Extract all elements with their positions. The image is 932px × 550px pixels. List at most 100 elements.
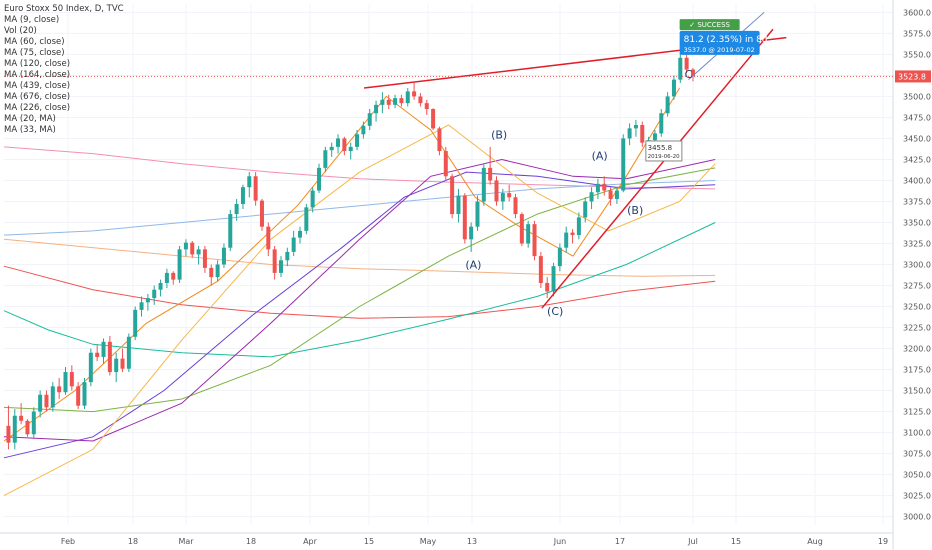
legend-study[interactable]: MA (75, close) — [4, 48, 65, 58]
candle-body — [386, 99, 391, 105]
candle-body — [196, 249, 201, 255]
y-tick-label: 3200.0 — [903, 345, 931, 354]
y-tick-label: 3300.0 — [903, 261, 931, 270]
x-tick-label: Mar — [178, 537, 194, 546]
candle-body — [183, 242, 188, 250]
candle-body — [133, 309, 138, 337]
y-tick-label: 3500.0 — [903, 92, 931, 101]
y-tick-label: 3600.0 — [903, 8, 931, 17]
candle-body — [310, 190, 315, 208]
candle-body — [633, 125, 638, 129]
candle-body — [323, 150, 328, 168]
candle-body — [665, 96, 670, 114]
candle-body — [278, 260, 283, 273]
candle-body — [57, 386, 62, 393]
y-tick-label: 3275.0 — [903, 282, 931, 291]
x-tick-label: Jul — [687, 537, 698, 546]
legend-study[interactable]: MA (676, close) — [4, 92, 71, 102]
candle-body — [152, 289, 157, 299]
x-tick-label: Aug — [807, 537, 823, 546]
candle-body — [291, 237, 296, 252]
candle-body — [462, 195, 467, 240]
entry-box — [645, 140, 683, 162]
wave-label: (B) — [627, 204, 643, 217]
candle-body — [412, 91, 417, 97]
wave-label: (A) — [592, 149, 608, 162]
x-tick-label: 18 — [128, 537, 138, 546]
candle-body — [145, 298, 150, 303]
wave-label: (B) — [491, 128, 507, 141]
candle-body — [513, 197, 518, 215]
candle-body — [317, 167, 322, 191]
candle-body — [621, 138, 626, 191]
candle-body — [627, 128, 632, 139]
x-tick-label: 13 — [467, 537, 477, 546]
legend-study[interactable]: MA (439, close) — [4, 81, 71, 91]
candle-body — [475, 201, 480, 227]
legend-study[interactable]: MA (33, MA) — [4, 125, 56, 135]
result-target: 3537.0 @ 2019-07-02 — [684, 46, 755, 54]
last-price-tag — [895, 70, 931, 83]
y-tick-label: 3125.0 — [903, 408, 931, 417]
x-tick-label: 19 — [878, 537, 888, 546]
candle-body — [298, 230, 303, 238]
legend-study[interactable]: MA (60, close) — [4, 37, 65, 47]
y-tick-label: 3050.0 — [903, 471, 931, 480]
x-tick-label: Apr — [303, 537, 318, 546]
candle-body — [209, 267, 214, 278]
entry-price: 3455.8 — [648, 144, 673, 152]
candle-body — [551, 266, 556, 292]
candle-body — [76, 386, 81, 406]
y-tick-label: 3350.0 — [903, 218, 931, 227]
candle-body — [602, 183, 607, 191]
candle-body — [488, 167, 493, 181]
legend-study[interactable]: MA (164, close) — [4, 70, 71, 80]
y-tick-label: 3400.0 — [903, 176, 931, 185]
legend-study[interactable]: MA (120, close) — [4, 59, 71, 69]
legend-study[interactable]: MA (9, close) — [4, 15, 60, 25]
candle-body — [50, 386, 55, 408]
candle-body — [431, 109, 436, 129]
last-price-value: 3523.8 — [898, 72, 926, 81]
candle-body — [259, 200, 264, 227]
candle-body — [507, 193, 512, 198]
moving-average-line — [3, 167, 716, 413]
candle-body — [659, 113, 664, 134]
candle-body — [405, 91, 410, 104]
x-tick-label: 17 — [615, 537, 625, 546]
legend-study[interactable]: MA (20, MA) — [4, 114, 56, 124]
candle-body — [557, 247, 562, 267]
candle-body — [171, 272, 176, 280]
candle-body — [355, 134, 360, 147]
candle-body — [342, 138, 347, 152]
y-tick-label: 3425.0 — [903, 155, 931, 164]
x-tick-label: 18 — [246, 537, 256, 546]
legend-title[interactable]: Euro Stoxx 50 Index, D, TVC — [4, 4, 124, 14]
wave-label: C — [685, 68, 693, 81]
candle-body — [545, 282, 550, 292]
trend-line — [541, 28, 774, 309]
success-badge-label: ✓ SUCCESS — [689, 21, 730, 29]
legend-study[interactable]: MA (226, close) — [4, 103, 71, 113]
candle-body — [570, 232, 575, 236]
legend-study[interactable]: Vol (20) — [4, 26, 37, 36]
x-tick-label: Feb — [61, 537, 75, 546]
candle-body — [469, 226, 474, 240]
candle-body — [450, 176, 455, 215]
success-badge — [679, 19, 740, 31]
y-tick-label: 3325.0 — [903, 239, 931, 248]
candle-body — [126, 336, 131, 369]
wave-label: (C) — [547, 305, 563, 318]
y-tick-label: 3075.0 — [903, 450, 931, 459]
candle-body — [361, 125, 366, 135]
candle-body — [285, 251, 290, 261]
candle-body — [107, 341, 112, 373]
candle-body — [678, 57, 683, 80]
candle-body — [266, 226, 271, 250]
moving-average-line — [3, 146, 716, 190]
moving-average-line — [3, 158, 716, 442]
y-tick-label: 3225.0 — [903, 324, 931, 333]
candle-body — [374, 104, 379, 114]
